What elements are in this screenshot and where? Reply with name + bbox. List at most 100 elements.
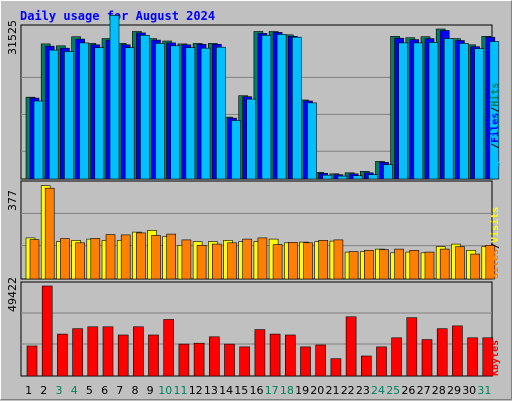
x-tick-10: 10 bbox=[158, 384, 172, 397]
bar-hits-pages-17 bbox=[276, 34, 287, 180]
x-tick-28: 28 bbox=[432, 384, 446, 397]
x-tick-20: 20 bbox=[310, 384, 324, 397]
bar-visits-sites-3 bbox=[60, 238, 70, 280]
bar-hits-pages-20 bbox=[322, 174, 333, 180]
legend-item-files: Files bbox=[489, 113, 501, 143]
bar-hits-pages-30 bbox=[474, 48, 484, 180]
bar-kbytes-kbytes-27 bbox=[421, 339, 433, 377]
bar-hits-pages-24 bbox=[383, 164, 393, 180]
x-tick-31: 31 bbox=[477, 384, 491, 397]
bar-kbytes-kbytes-6 bbox=[102, 326, 114, 377]
bar-hits-pages-21 bbox=[337, 175, 348, 180]
x-tick-9: 9 bbox=[147, 384, 154, 397]
legend-item-kbytes: KBytes bbox=[490, 340, 501, 376]
bar-visits-sites-14 bbox=[227, 242, 237, 280]
bar-hits-pages-5 bbox=[94, 47, 105, 180]
bar-kbytes-kbytes-17 bbox=[269, 333, 281, 377]
legend-kbytes: KBytes bbox=[490, 340, 501, 376]
bar-kbytes-kbytes-8 bbox=[133, 326, 144, 377]
bar-visits-sites-26 bbox=[409, 250, 420, 280]
bar-visits-sites-10 bbox=[166, 233, 176, 280]
bar-kbytes-kbytes-14 bbox=[224, 343, 235, 377]
x-tick-30: 30 bbox=[462, 384, 476, 397]
legend-item-pages: Pages bbox=[490, 149, 501, 179]
bar-kbytes-kbytes-9 bbox=[148, 334, 159, 377]
x-tick-8: 8 bbox=[132, 384, 139, 397]
bar-kbytes-kbytes-30 bbox=[467, 337, 478, 377]
bar-hits-pages-13 bbox=[216, 46, 226, 180]
bar-kbytes-kbytes-11 bbox=[178, 343, 190, 377]
x-tick-3: 3 bbox=[56, 384, 63, 397]
bar-visits-sites-12 bbox=[196, 245, 207, 280]
legend-visits: Sites/Visits bbox=[489, 207, 501, 279]
bar-kbytes-kbytes-4 bbox=[72, 328, 83, 377]
bar-hits-pages-8 bbox=[140, 34, 150, 180]
legend-separator: / bbox=[490, 107, 501, 113]
bar-hits-pages-10 bbox=[170, 45, 180, 180]
bar-visits-sites-31 bbox=[485, 245, 496, 280]
bar-hits-pages-22 bbox=[352, 175, 363, 180]
x-tick-12: 12 bbox=[189, 384, 203, 397]
bar-hits-pages-2 bbox=[48, 49, 59, 180]
bar-visits-sites-21 bbox=[333, 239, 344, 280]
x-tick-27: 27 bbox=[417, 384, 431, 397]
bar-kbytes-kbytes-23 bbox=[360, 355, 372, 377]
bar-hits-pages-3 bbox=[64, 51, 74, 180]
x-tick-5: 5 bbox=[86, 384, 93, 397]
bar-visits-sites-5 bbox=[90, 238, 101, 280]
x-tick-19: 19 bbox=[295, 384, 309, 397]
bar-visits-sites-22 bbox=[348, 251, 359, 280]
bar-visits-sites-6 bbox=[105, 234, 116, 280]
bar-hits-pages-12 bbox=[200, 47, 211, 180]
max-label-visits: 377 bbox=[6, 190, 19, 211]
bar-visits-sites-30 bbox=[470, 253, 480, 280]
legend-hits: Pages/Files/Hits bbox=[489, 83, 501, 179]
bar-hits-pages-7 bbox=[124, 47, 135, 180]
max-label-hits: 31525 bbox=[6, 20, 19, 55]
bar-kbytes-kbytes-5 bbox=[87, 326, 99, 377]
bar-kbytes-kbytes-16 bbox=[254, 329, 266, 377]
bar-kbytes-kbytes-15 bbox=[239, 346, 250, 377]
x-tick-22: 22 bbox=[341, 384, 355, 397]
bar-hits-pages-27 bbox=[428, 42, 439, 180]
bar-kbytes-kbytes-20 bbox=[315, 344, 327, 377]
bar-kbytes-kbytes-24 bbox=[376, 346, 387, 377]
x-tick-1: 1 bbox=[25, 384, 32, 397]
bar-visits-sites-11 bbox=[181, 239, 192, 280]
bar-hits-pages-31 bbox=[489, 41, 500, 180]
bar-kbytes-kbytes-26 bbox=[406, 317, 418, 377]
bar-kbytes-kbytes-13 bbox=[209, 336, 220, 377]
bar-visits-sites-4 bbox=[75, 242, 85, 280]
bar-kbytes-kbytes-18 bbox=[284, 334, 296, 377]
bar-kbytes-kbytes-29 bbox=[452, 325, 463, 377]
bar-kbytes-kbytes-21 bbox=[330, 358, 342, 377]
x-tick-14: 14 bbox=[219, 384, 233, 397]
bar-kbytes-kbytes-22 bbox=[345, 316, 357, 377]
bar-kbytes-kbytes-1 bbox=[26, 345, 38, 377]
bar-visits-sites-24 bbox=[379, 249, 389, 280]
x-tick-26: 26 bbox=[401, 384, 415, 397]
x-tick-4: 4 bbox=[71, 384, 78, 397]
legend-item-hits: Hits bbox=[489, 83, 501, 107]
bar-hits-pages-28 bbox=[443, 38, 454, 180]
x-tick-21: 21 bbox=[326, 384, 340, 397]
legend-separator: / bbox=[490, 143, 501, 149]
bar-visits-sites-7 bbox=[120, 234, 131, 280]
x-tick-15: 15 bbox=[234, 384, 248, 397]
bar-hits-pages-4 bbox=[79, 42, 89, 180]
bar-visits-sites-25 bbox=[394, 248, 404, 280]
bar-kbytes-kbytes-31 bbox=[482, 337, 494, 377]
x-tick-11: 11 bbox=[174, 384, 188, 397]
bar-hits-pages-23 bbox=[367, 174, 378, 180]
x-tick-29: 29 bbox=[447, 384, 461, 397]
bar-kbytes-kbytes-7 bbox=[117, 334, 129, 377]
bar-kbytes-kbytes-25 bbox=[391, 337, 402, 377]
legend-item-visits: Visits bbox=[489, 207, 501, 243]
bar-hits-pages-18 bbox=[291, 36, 302, 180]
bar-kbytes-kbytes-19 bbox=[300, 346, 311, 377]
bar-visits-sites-23 bbox=[363, 250, 374, 280]
x-tick-24: 24 bbox=[371, 384, 385, 397]
bar-visits-sites-28 bbox=[439, 248, 450, 280]
bar-kbytes-kbytes-2 bbox=[41, 285, 53, 377]
